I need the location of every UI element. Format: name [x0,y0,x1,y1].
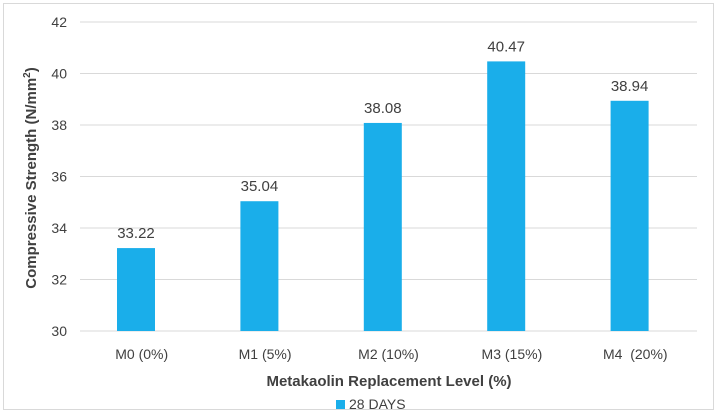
y-tick-label: 40 [51,66,67,82]
data-label: 35.04 [241,178,279,195]
bar [240,201,279,331]
legend: 28 DAYS [336,396,406,412]
y-tick-label: 36 [51,169,67,185]
x-tick-label: M0 (0%) [115,346,168,362]
data-label: 38.08 [364,100,402,117]
bar [363,122,402,331]
y-tick-label: 32 [51,272,67,288]
x-tick-label: M2 (10%) [358,346,419,362]
x-axis-ticks: M0 (0%) M1 (5%) M2 (10%) M3 (15%) M4 (20%) [115,346,667,362]
chart-frame [3,3,714,410]
x-tick-label: M1 (5%) [239,346,292,362]
y-tick-label: 30 [51,323,67,339]
bar [487,61,526,332]
data-label: 38.94 [611,78,649,95]
x-tick-label: M4 (20%) [603,346,668,362]
bar [117,248,155,331]
x-axis-title: Metakaolin Replacement Level (%) [266,373,511,390]
data-label: 40.47 [487,38,525,55]
bar [610,100,649,331]
legend-label: 28 DAYS [349,396,406,412]
y-tick-label: 38 [51,117,67,133]
y-axis-ticks: 30 32 34 36 38 40 42 [51,14,67,339]
x-tick-label: M3 (15%) [482,346,543,362]
data-labels: 33.22 35.04 38.08 40.47 38.94 [117,38,648,242]
y-axis-title: Compressive Strength (N/mm2) [22,67,40,288]
bars [117,61,649,332]
y-tick-label: 42 [51,14,67,30]
legend-swatch [336,400,345,409]
data-label: 33.22 [117,225,155,242]
y-tick-label: 34 [51,220,67,236]
